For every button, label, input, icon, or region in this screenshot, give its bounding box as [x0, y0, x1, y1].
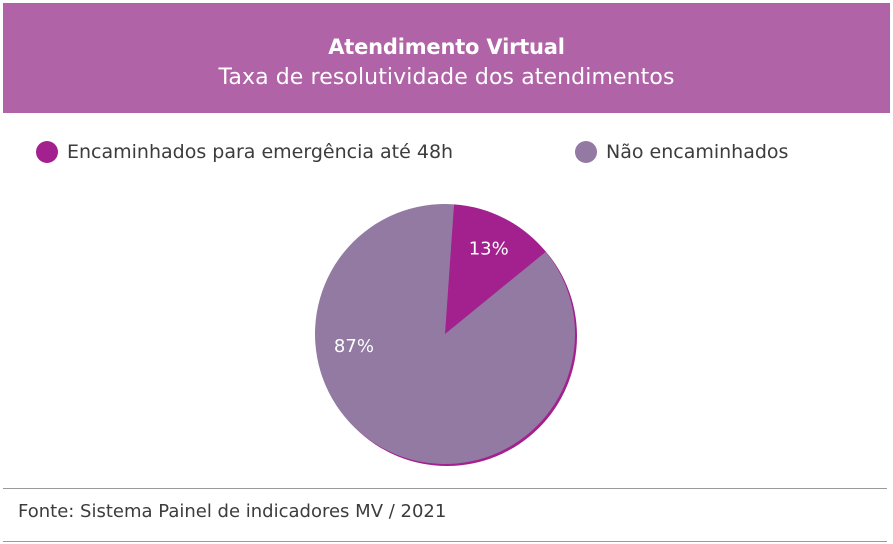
- pie-slice-nao-encaminhados: [315, 204, 575, 465]
- legend-swatch-encaminhados: [36, 141, 58, 163]
- legend-item-nao-encaminhados: Não encaminhados: [575, 140, 788, 164]
- footer-divider-top: [3, 488, 887, 489]
- pie-slice-encaminhados: [445, 204, 546, 334]
- source-note: Fonte: Sistema Painel de indicadores MV …: [18, 501, 447, 522]
- chart-subtitle: Taxa de resolutividade dos atendimentos: [218, 65, 675, 90]
- legend-swatch-nao-encaminhados: [575, 141, 597, 163]
- legend-label-nao-encaminhados: Não encaminhados: [606, 141, 789, 163]
- legend-item-encaminhados: Encaminhados para emergência até 48h: [36, 140, 453, 164]
- footer-divider-bottom: [3, 541, 887, 542]
- legend-label-encaminhados: Encaminhados para emergência até 48h: [67, 141, 454, 163]
- chart-title: Atendimento Virtual: [328, 35, 565, 59]
- pie-label-nao-encaminhados: 87%: [334, 336, 374, 357]
- pie-label-encaminhados: 13%: [469, 239, 509, 260]
- chart-header: Atendimento Virtual Taxa de resolutivida…: [3, 3, 890, 113]
